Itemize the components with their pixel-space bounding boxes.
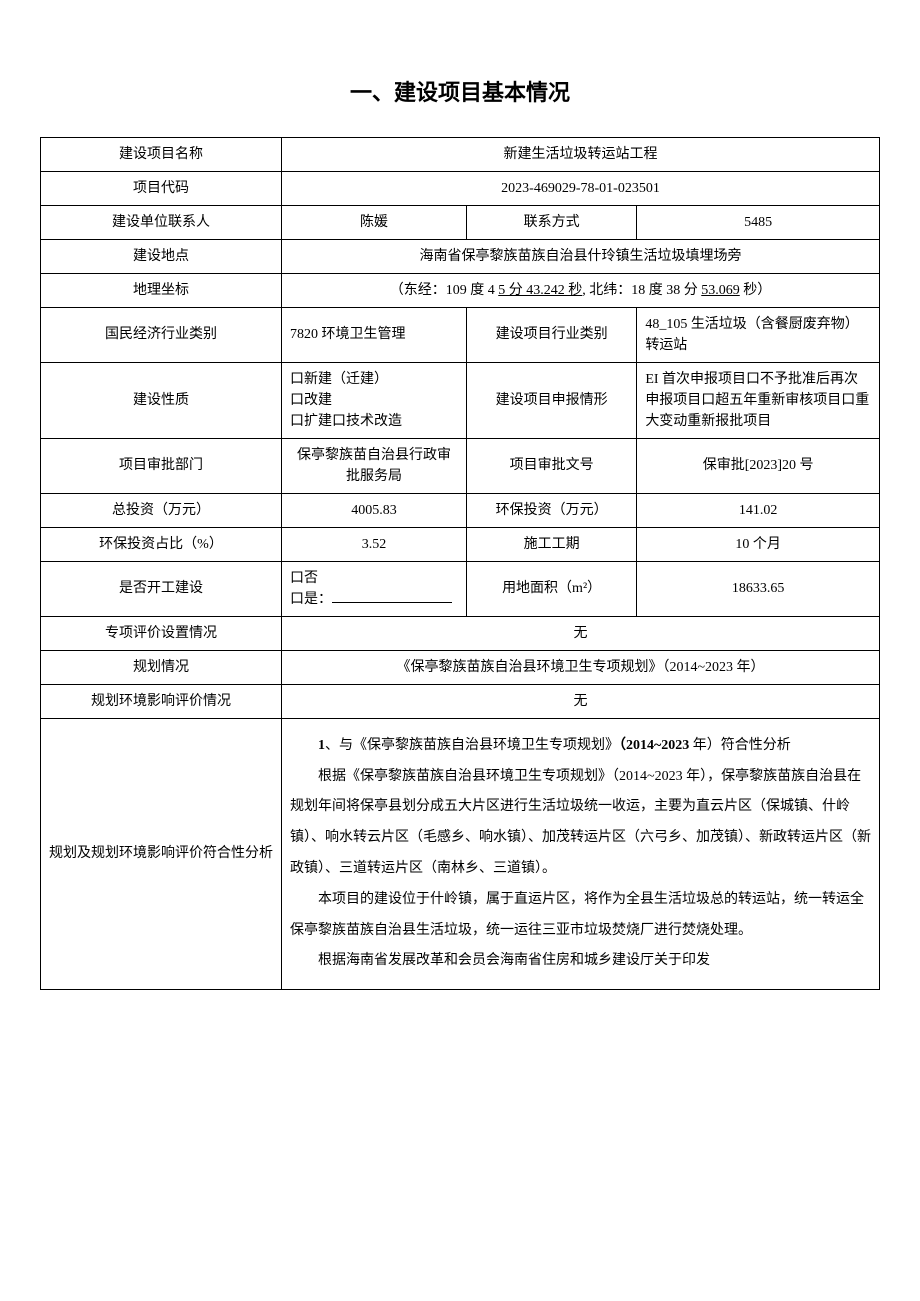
started-opt1: 口否 bbox=[290, 568, 458, 589]
table-row: 地理坐标 （东经：109 度 4 5 分 43.242 秒, 北纬：18 度 3… bbox=[41, 273, 880, 307]
analysis-p1-bold2: （2014~2023 bbox=[619, 738, 689, 753]
industry-category-value: 48_105 生活垃圾（含餐厨废弃物）转运站 bbox=[637, 307, 880, 362]
conformity-analysis: 1、与《保亭黎族苗族自治县环境卫生专项规划》（2014~2023 年）符合性分析… bbox=[282, 718, 880, 989]
project-code-value: 2023-469029-78-01-023501 bbox=[282, 171, 880, 205]
coord-suffix: 秒） bbox=[740, 283, 772, 298]
table-row: 项目审批部门 保亭黎族苗自治县行政审批服务局 项目审批文号 保审批[2023]2… bbox=[41, 438, 880, 493]
approval-no-value: 保审批[2023]20 号 bbox=[637, 438, 880, 493]
contact-method-value: 5485 bbox=[637, 205, 880, 239]
analysis-p3: 本项目的建设位于什岭镇，属于直运片区，将作为全县生活垃圾总的转运站，统一转运全保… bbox=[290, 885, 871, 947]
industry-category-label: 建设项目行业类别 bbox=[466, 307, 636, 362]
period-label: 施工工期 bbox=[466, 527, 636, 561]
env-ratio-value: 3.52 bbox=[282, 527, 467, 561]
table-row: 规划环境影响评价情况 无 bbox=[41, 684, 880, 718]
planning-label: 规划情况 bbox=[41, 650, 282, 684]
analysis-p1-bold1: 1 bbox=[318, 738, 325, 753]
table-row: 规划及规划环境影响评价符合性分析 1、与《保亭黎族苗族自治县环境卫生专项规划》（… bbox=[41, 718, 880, 989]
address-label: 建设地点 bbox=[41, 239, 282, 273]
area-label: 用地面积（m²） bbox=[466, 561, 636, 616]
nature-opt3: 口扩建口技术改造 bbox=[290, 411, 458, 432]
coord-label: 地理坐标 bbox=[41, 273, 282, 307]
coord-lon: 5 分 43.242 秒 bbox=[498, 283, 582, 298]
special-eval-value: 无 bbox=[282, 616, 880, 650]
started-label: 是否开工建设 bbox=[41, 561, 282, 616]
table-row: 是否开工建设 口否 口是： 用地面积（m²） 18633.65 bbox=[41, 561, 880, 616]
coord-lat: 53.069 bbox=[701, 283, 740, 298]
table-row: 建设性质 口新建（迁建） 口改建 口扩建口技术改造 建设项目申报情形 EI 首次… bbox=[41, 362, 880, 438]
table-row: 环保投资占比（%） 3.52 施工工期 10 个月 bbox=[41, 527, 880, 561]
started-opt2-line: 口是： bbox=[290, 589, 458, 610]
table-row: 建设地点 海南省保亭黎族苗族自治县什玲镇生活垃圾填埋场旁 bbox=[41, 239, 880, 273]
approval-dept-label: 项目审批部门 bbox=[41, 438, 282, 493]
analysis-p2: 根据《保亭黎族苗族自治县环境卫生专项规划》（2014~2023 年），保亭黎族苗… bbox=[290, 762, 871, 885]
economy-category-value: 7820 环境卫生管理 bbox=[282, 307, 467, 362]
page-title: 一、建设项目基本情况 bbox=[40, 75, 880, 107]
project-code-label: 项目代码 bbox=[41, 171, 282, 205]
table-row: 项目代码 2023-469029-78-01-023501 bbox=[41, 171, 880, 205]
nature-label: 建设性质 bbox=[41, 362, 282, 438]
fill-line bbox=[332, 602, 452, 603]
analysis-p1-text1: 、与《保亭黎族苗族自治县环境卫生专项规划》 bbox=[325, 738, 619, 753]
env-invest-value: 141.02 bbox=[637, 493, 880, 527]
declare-label: 建设项目申报情形 bbox=[466, 362, 636, 438]
started-value: 口否 口是： bbox=[282, 561, 467, 616]
contact-method-label: 联系方式 bbox=[466, 205, 636, 239]
conformity-label: 规划及规划环境影响评价符合性分析 bbox=[41, 718, 282, 989]
contact-person-value: 陈媛 bbox=[282, 205, 467, 239]
total-invest-label: 总投资（万元） bbox=[41, 493, 282, 527]
table-row: 建设项目名称 新建生活垃圾转运站工程 bbox=[41, 137, 880, 171]
coord-mid: , 北纬：18 度 38 分 bbox=[582, 283, 701, 298]
analysis-p1-text2: 年）符合性分析 bbox=[689, 738, 791, 753]
coord-value: （东经：109 度 4 5 分 43.242 秒, 北纬：18 度 38 分 5… bbox=[282, 273, 880, 307]
total-invest-value: 4005.83 bbox=[282, 493, 467, 527]
address-value: 海南省保亭黎族苗族自治县什玲镇生活垃圾填埋场旁 bbox=[282, 239, 880, 273]
env-invest-label: 环保投资（万元） bbox=[466, 493, 636, 527]
nature-opt2: 口改建 bbox=[290, 390, 458, 411]
approval-dept-value: 保亭黎族苗自治县行政审批服务局 bbox=[282, 438, 467, 493]
project-name-label: 建设项目名称 bbox=[41, 137, 282, 171]
nature-value: 口新建（迁建） 口改建 口扩建口技术改造 bbox=[282, 362, 467, 438]
nature-opt1: 口新建（迁建） bbox=[290, 369, 458, 390]
analysis-p1: 1、与《保亭黎族苗族自治县环境卫生专项规划》（2014~2023 年）符合性分析 bbox=[290, 731, 871, 762]
started-opt2: 口是： bbox=[290, 592, 332, 607]
special-eval-label: 专项评价设置情况 bbox=[41, 616, 282, 650]
env-ratio-label: 环保投资占比（%） bbox=[41, 527, 282, 561]
coord-prefix: （东经：109 度 4 bbox=[390, 283, 495, 298]
approval-no-label: 项目审批文号 bbox=[466, 438, 636, 493]
declare-value: EI 首次申报项目口不予批准后再次申报项目口超五年重新审核项目口重大变动重新报批… bbox=[637, 362, 880, 438]
project-info-table: 建设项目名称 新建生活垃圾转运站工程 项目代码 2023-469029-78-0… bbox=[40, 137, 880, 990]
table-row: 国民经济行业类别 7820 环境卫生管理 建设项目行业类别 48_105 生活垃… bbox=[41, 307, 880, 362]
analysis-p4: 根据海南省发展改革和会员会海南省住房和城乡建设厅关于印发 bbox=[290, 946, 871, 977]
table-row: 专项评价设置情况 无 bbox=[41, 616, 880, 650]
table-row: 总投资（万元） 4005.83 环保投资（万元） 141.02 bbox=[41, 493, 880, 527]
contact-person-label: 建设单位联系人 bbox=[41, 205, 282, 239]
table-row: 建设单位联系人 陈媛 联系方式 5485 bbox=[41, 205, 880, 239]
planning-eia-label: 规划环境影响评价情况 bbox=[41, 684, 282, 718]
economy-category-label: 国民经济行业类别 bbox=[41, 307, 282, 362]
table-row: 规划情况 《保亭黎族苗族自治县环境卫生专项规划》（2014~2023 年） bbox=[41, 650, 880, 684]
period-value: 10 个月 bbox=[637, 527, 880, 561]
project-name-value: 新建生活垃圾转运站工程 bbox=[282, 137, 880, 171]
area-value: 18633.65 bbox=[637, 561, 880, 616]
planning-value: 《保亭黎族苗族自治县环境卫生专项规划》（2014~2023 年） bbox=[282, 650, 880, 684]
planning-eia-value: 无 bbox=[282, 684, 880, 718]
